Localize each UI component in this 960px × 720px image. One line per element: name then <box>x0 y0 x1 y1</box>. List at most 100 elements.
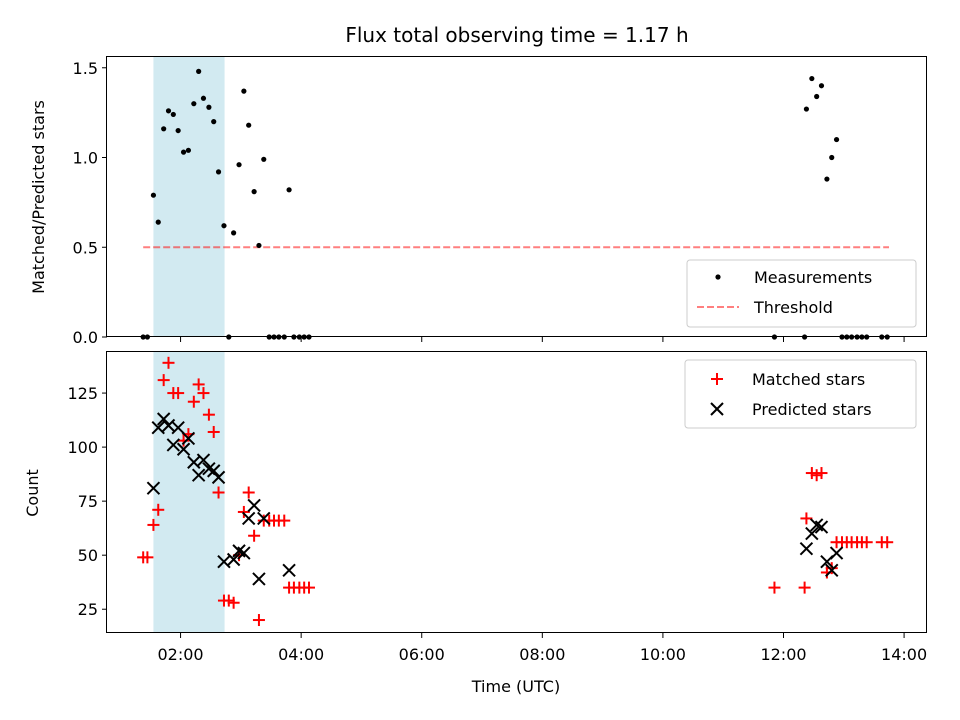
predicted-star-point <box>226 552 241 567</box>
matched-star-point <box>212 486 225 499</box>
measurement-point <box>200 95 207 101</box>
predicted-star-point <box>282 563 296 578</box>
x-axis-label: Time (UTC) <box>471 677 560 696</box>
predicted-star-diag2 <box>247 498 261 513</box>
predicted-star-diag2 <box>226 552 241 567</box>
matched-star-point <box>147 518 160 531</box>
measurement-point <box>185 147 191 153</box>
measurement-point <box>215 169 222 175</box>
matched-star-point <box>237 505 250 518</box>
matched-star-point <box>152 503 165 516</box>
y-tick-label: 1.0 <box>73 149 98 168</box>
measurement-point <box>155 219 161 225</box>
top-legend-box <box>686 259 917 328</box>
predicted-star-diag2 <box>211 470 226 485</box>
x-tick-label: 08:00 <box>519 645 565 664</box>
predicted-star-point <box>241 511 256 526</box>
predicted-star-diag2 <box>809 518 824 532</box>
bottom-axes-frame <box>106 351 927 633</box>
legend-threshold-label: Threshold <box>753 298 833 317</box>
predicted-star-diag2 <box>805 526 819 541</box>
predicted-star-diag2 <box>282 563 296 578</box>
chart-title: Flux total observing time = 1.17 h <box>345 23 688 47</box>
measurement-point <box>180 149 187 155</box>
measurement-point <box>170 111 176 118</box>
legend-predicted-marker <box>710 402 724 416</box>
observing-window-shade <box>153 57 225 337</box>
measurement-point <box>803 106 810 112</box>
x-tick-label: 02:00 <box>158 645 204 664</box>
measurement-point <box>829 154 835 161</box>
measurement-point <box>246 122 252 128</box>
matched-star-point <box>242 486 255 499</box>
predicted-star-point <box>151 420 165 435</box>
top-axes-frame <box>106 56 927 337</box>
predicted-star-point <box>252 572 266 586</box>
legend-measurements-label: Measurements <box>754 268 872 287</box>
measurement-point <box>161 126 167 132</box>
y-tick-label: 75 <box>78 492 98 511</box>
matched-star-point <box>278 514 291 527</box>
measurement-point <box>206 104 212 110</box>
predicted-star-diag2 <box>191 468 206 482</box>
matched-star-point <box>248 529 261 542</box>
measurement-point <box>286 187 292 193</box>
predicted-star-point <box>799 541 814 556</box>
bottom-legend: Matched stars Predicted stars <box>684 359 917 429</box>
matched-star-point <box>252 614 265 627</box>
y-tick-label: 125 <box>67 384 98 403</box>
predicted-star-point <box>166 438 181 452</box>
legend-measurements-marker <box>715 274 721 280</box>
predicted-star-point <box>211 470 226 485</box>
predicted-star-diag2 <box>146 481 161 495</box>
measurement-point <box>824 176 830 182</box>
predicted-star-point <box>825 563 839 578</box>
predicted-star-diag2 <box>257 511 271 526</box>
predicted-star-point <box>156 412 171 426</box>
matched-star-point <box>162 356 175 369</box>
y-tick-label: 0.5 <box>73 238 98 257</box>
bottom-panel: 25 50 75 100 125 02:00 04:00 06:00 08:00 10:00 12… <box>23 351 927 696</box>
y-tick-label: 0.0 <box>73 328 98 347</box>
measurement-point <box>175 127 181 134</box>
predicted-star-diag2 <box>176 442 191 456</box>
measurement-point <box>236 162 242 168</box>
matched-star-point <box>302 581 315 594</box>
matched-star-point <box>881 536 894 549</box>
predicted-star-diag2 <box>181 431 196 446</box>
predicted-star-diag2 <box>217 554 231 569</box>
y-tick-label: 25 <box>78 600 98 619</box>
matched-star-point <box>172 387 185 400</box>
predicted-star-diag2 <box>202 462 216 476</box>
measurement-point <box>191 101 197 107</box>
bottom-legend-box <box>684 359 917 429</box>
measurement-point <box>251 189 257 195</box>
predicted-star-point <box>207 464 221 478</box>
predicted-star-diag2 <box>187 455 201 469</box>
x-tick-label: 06:00 <box>399 645 445 664</box>
matched-star-point <box>825 562 838 575</box>
predicted-star-point <box>805 526 819 541</box>
measurement-point <box>231 230 237 236</box>
predicted-star-diag2 <box>166 438 181 452</box>
predicted-star-diag2 <box>829 546 844 560</box>
y-tick-label: 50 <box>78 546 98 565</box>
predicted-star-point <box>814 520 829 534</box>
matched-star-point <box>815 467 828 480</box>
top-panel: 0.0 0.5 1.0 1.5 Matched/Predicted stars Mea… <box>29 56 927 347</box>
predicted-star-diag2 <box>237 546 251 560</box>
predicted-star-point <box>247 498 261 513</box>
predicted-star-diag2 <box>207 464 221 478</box>
predicted-star-point <box>176 442 191 456</box>
measurement-point <box>211 119 217 125</box>
measurement-point <box>261 156 267 162</box>
predicted-star-diag2 <box>156 412 171 426</box>
matched-star-point <box>197 387 210 400</box>
measurement-point <box>818 83 825 89</box>
matched-star-point <box>768 581 781 594</box>
legend-matched-marker <box>711 373 723 385</box>
measurement-point <box>196 68 202 74</box>
predicted-star-point <box>146 481 161 495</box>
predicted-star-diag2 <box>252 572 266 586</box>
